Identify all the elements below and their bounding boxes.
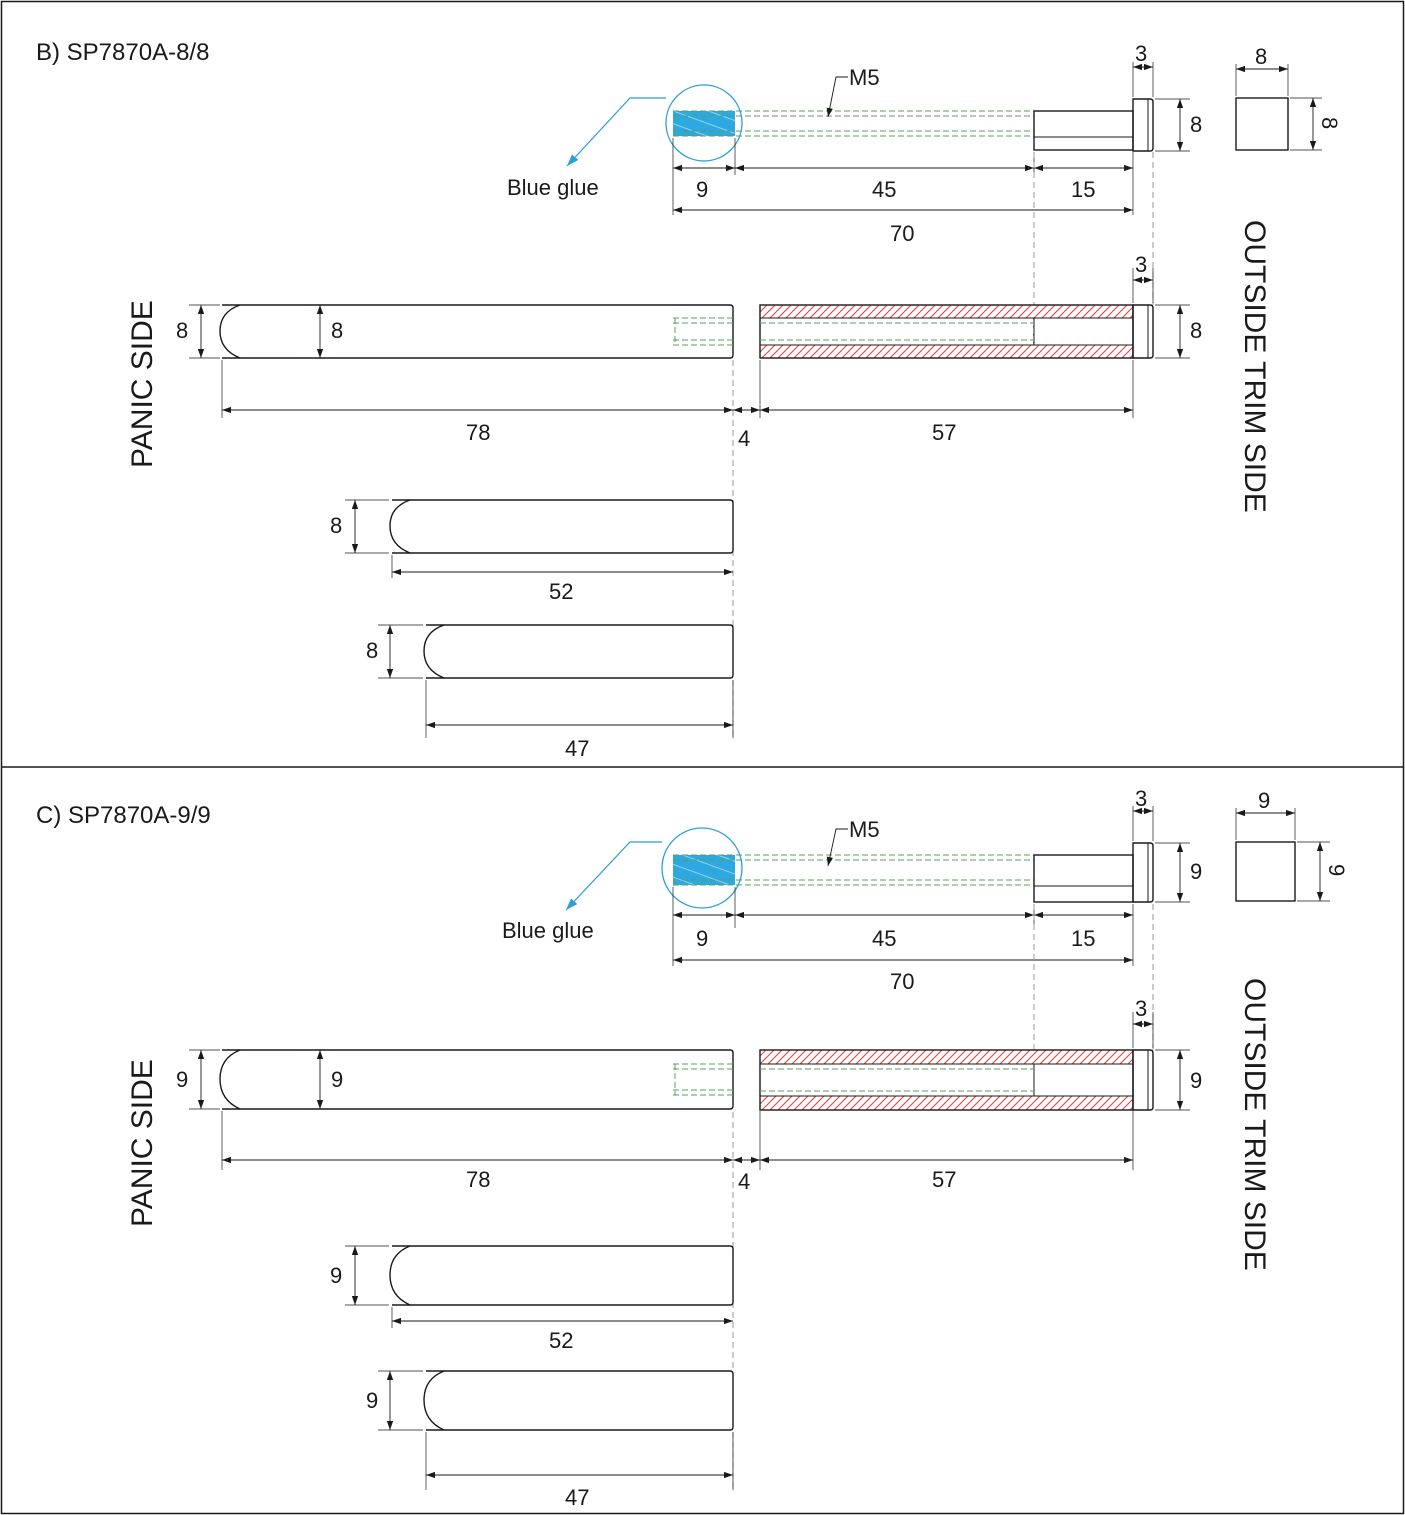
spindle-shank xyxy=(1033,110,1134,151)
panic-spindle-78 xyxy=(219,304,734,359)
spindle-height-dim: 8 xyxy=(1190,112,1202,137)
outside-trim-side-label: OUTSIDE TRIM SIDE xyxy=(1238,220,1271,513)
panic-height-dim: 8 xyxy=(176,318,188,343)
m5-thread-hidden-lines xyxy=(673,854,1034,886)
glue-length-dim: 9 xyxy=(696,926,708,951)
bar47-height-dim: 9 xyxy=(366,1388,378,1413)
total-length-dim: 70 xyxy=(890,969,914,994)
bar52-length-dim: 52 xyxy=(549,579,573,604)
blue-glue-leader xyxy=(565,841,662,911)
square-section xyxy=(1235,97,1289,151)
mid-head-thickness-dim: 3 xyxy=(1135,252,1147,277)
spindle-assembly-top xyxy=(661,827,1154,909)
head-thickness-dim: 3 xyxy=(1135,786,1147,811)
panic-spindle-78 xyxy=(219,1049,734,1110)
bar47-height-dim: 8 xyxy=(366,638,378,663)
glue-detail-circle xyxy=(665,84,743,162)
m5-label: M5 xyxy=(849,65,880,90)
panic-length-dim: 78 xyxy=(466,420,490,445)
spindle-assembly-top xyxy=(665,84,1154,162)
panic-length-dim: 78 xyxy=(466,1167,490,1192)
outside-length-dim: 57 xyxy=(932,1167,956,1192)
m5-label: M5 xyxy=(849,817,880,842)
bar52-height-dim: 8 xyxy=(330,513,342,538)
section-b: B) SP7870A-8/8 M5 Blue glue 8 xyxy=(36,39,1342,761)
square-section xyxy=(1235,841,1296,902)
outside-height-dim: 8 xyxy=(1190,318,1202,343)
m5-thread-hidden-lines xyxy=(673,110,1034,137)
section-title: B) SP7870A-8/8 xyxy=(36,39,209,66)
spindle-height-dim: 9 xyxy=(1190,859,1202,884)
blue-glue-label: Blue glue xyxy=(502,918,594,943)
spindle-head xyxy=(1132,98,1154,152)
bar47-length-dim: 47 xyxy=(565,1485,589,1510)
panic-inner-height-dim: 8 xyxy=(331,318,343,343)
square-width-dim: 8 xyxy=(1255,44,1267,69)
outside-height-dim: 9 xyxy=(1190,1068,1202,1093)
shank-length-dim: 15 xyxy=(1071,926,1095,951)
thread-length-dim: 45 xyxy=(872,177,896,202)
bar47-length-dim: 47 xyxy=(565,736,589,761)
panic-side-label: PANIC SIDE xyxy=(126,300,159,468)
glue-length-dim: 9 xyxy=(696,177,708,202)
spindle-shank xyxy=(1033,854,1134,903)
section-title: C) SP7870A-9/9 xyxy=(36,802,211,829)
thread-length-dim: 45 xyxy=(872,926,896,951)
blue-glue-band xyxy=(673,111,735,136)
spindle-head xyxy=(1132,842,1154,903)
spindle-52 xyxy=(389,499,734,554)
shank-length-dim: 15 xyxy=(1071,177,1095,202)
mid-head-thickness-dim: 3 xyxy=(1135,996,1147,1021)
spindle-47 xyxy=(423,1370,734,1431)
gap-dim: 4 xyxy=(738,1169,750,1194)
outside-length-dim: 57 xyxy=(932,420,956,445)
outside-spindle-57 xyxy=(759,304,1154,359)
bar52-length-dim: 52 xyxy=(549,1328,573,1353)
bar52-height-dim: 9 xyxy=(330,1263,342,1288)
panic-inner-height-dim: 9 xyxy=(331,1067,343,1092)
spindle-47 xyxy=(423,624,734,679)
outside-spindle-57 xyxy=(759,1049,1154,1111)
blue-glue-leader xyxy=(566,97,666,167)
m5-leader xyxy=(826,828,848,867)
glue-detail-circle xyxy=(661,827,743,909)
square-width-dim: 9 xyxy=(1258,788,1270,813)
square-height-dim: 8 xyxy=(1317,117,1342,129)
square-height-dim: 9 xyxy=(1324,864,1349,876)
outside-trim-side-label: OUTSIDE TRIM SIDE xyxy=(1238,978,1271,1271)
total-length-dim: 70 xyxy=(890,221,914,246)
m5-leader xyxy=(826,76,848,118)
blue-glue-label: Blue glue xyxy=(507,175,599,200)
head-thickness-dim: 3 xyxy=(1135,41,1147,66)
panic-height-dim: 9 xyxy=(176,1067,188,1092)
gap-dim: 4 xyxy=(738,426,750,451)
spindle-52 xyxy=(389,1245,734,1306)
panic-side-label: PANIC SIDE xyxy=(126,1059,159,1227)
section-c: C) SP7870A-9/9 M5 Blue glue 9 9 xyxy=(36,786,1349,1510)
